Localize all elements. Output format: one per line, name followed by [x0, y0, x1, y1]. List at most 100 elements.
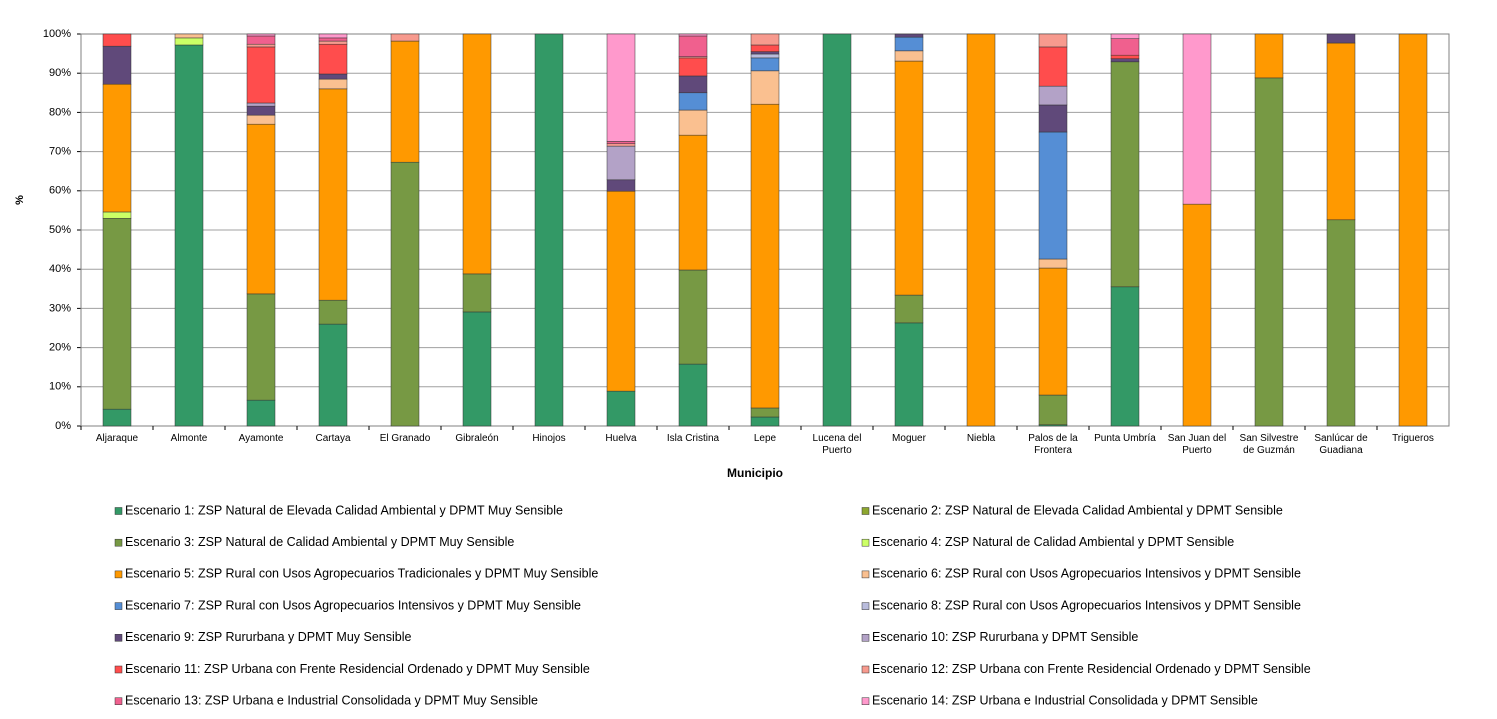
legend-label: Escenario 10: ZSP Rururbana y DPMT Sensi… — [872, 630, 1138, 644]
bar-segment — [318, 88, 348, 301]
bar-segment — [1110, 38, 1140, 56]
bar-segment — [966, 33, 996, 427]
bar-segment — [462, 273, 492, 313]
bar-segment — [750, 407, 780, 418]
bar-segment — [1038, 394, 1068, 426]
legend-swatch — [114, 507, 123, 515]
legend-swatch — [114, 634, 123, 642]
legend-swatch — [861, 697, 870, 705]
bar-segment — [750, 44, 780, 52]
bar-segment — [1110, 54, 1140, 59]
bar-segment — [1326, 42, 1356, 221]
bar-segment — [894, 322, 924, 427]
bar-segment — [894, 33, 924, 38]
y-tick-label: 60% — [49, 185, 71, 197]
legend-swatch — [861, 665, 870, 674]
legend-swatch — [861, 570, 870, 579]
bar-segment — [1110, 61, 1140, 288]
bar-segment — [894, 60, 924, 296]
bar-segment — [1110, 33, 1140, 39]
bar-segment — [1038, 46, 1068, 87]
bar-segment — [102, 45, 132, 85]
bar-segment — [318, 37, 348, 42]
y-tick-label: 80% — [49, 106, 71, 118]
bar-segment — [246, 35, 276, 45]
legend-label: Escenario 2: ZSP Natural de Elevada Cali… — [872, 503, 1283, 517]
x-tick-label: El Granado — [379, 433, 431, 444]
y-tick-label: 20% — [49, 342, 71, 354]
bar-segment — [894, 294, 924, 324]
bar-segment — [318, 78, 348, 90]
x-tick-label: San Juan del Puerto — [1167, 433, 1227, 456]
bar-segment — [606, 141, 636, 145]
bar-segment — [246, 105, 276, 116]
x-tick-label: Almonte — [170, 433, 208, 444]
x-tick-label: Ayamonte — [238, 433, 284, 444]
y-tick-label: 40% — [49, 263, 71, 275]
bar-segment — [1254, 33, 1284, 79]
bar-segment — [678, 134, 708, 271]
bar-segment — [606, 33, 636, 142]
bar-segment — [462, 311, 492, 427]
bar-segment — [1038, 258, 1068, 269]
bar-segment — [678, 75, 708, 94]
bar-segment — [678, 35, 708, 57]
bar-segment — [174, 37, 204, 46]
legend-swatch — [114, 570, 123, 579]
bar-segment — [390, 33, 420, 42]
bar-segment — [318, 73, 348, 80]
y-tick-label: 90% — [49, 67, 71, 79]
x-tick-label: Huelva — [605, 433, 637, 444]
bar-segment — [1182, 203, 1212, 427]
x-tick-label: Cartaya — [315, 433, 351, 444]
bar-segment — [678, 33, 708, 37]
bar-segment — [246, 293, 276, 401]
x-tick-label: Punta Umbría — [1094, 433, 1156, 444]
bar-segment — [894, 50, 924, 62]
y-tick-label: 30% — [49, 302, 71, 314]
bar-segment — [318, 299, 348, 325]
legend-label: Escenario 3: ZSP Natural de Calidad Ambi… — [125, 535, 514, 549]
bar-segment — [1110, 58, 1140, 63]
y-tick-label: 0% — [55, 420, 71, 432]
bar-segment — [1038, 267, 1068, 396]
legend-swatch — [861, 602, 870, 610]
bar-segment — [1254, 77, 1284, 427]
legend-label: Escenario 4: ZSP Natural de Calidad Ambi… — [872, 535, 1234, 549]
x-tick-label: Palos de la Frontera — [1028, 433, 1078, 456]
bar-segment — [102, 33, 132, 47]
y-tick-label: 50% — [49, 224, 71, 236]
bar-segment — [102, 83, 132, 213]
x-tick-label: Aljaraque — [95, 433, 139, 444]
bar-segment — [246, 123, 276, 295]
bar-segment — [174, 44, 204, 427]
bar-segment — [390, 40, 420, 163]
bar-segment — [246, 114, 276, 125]
legend-label: Escenario 14: ZSP Urbana e Industrial Co… — [872, 693, 1258, 707]
x-tick-label: Hinojos — [532, 433, 566, 444]
bar-segment — [678, 109, 708, 136]
x-tick-label: San Silvestre de Guzmán — [1239, 433, 1299, 456]
x-tick-label: Gibraleón — [455, 433, 499, 444]
bar-segment — [750, 33, 780, 46]
bar-segment — [246, 102, 276, 107]
bar-segment — [678, 269, 708, 365]
bar-segment — [246, 33, 276, 37]
bar-segment — [894, 36, 924, 52]
legend-swatch — [114, 602, 123, 610]
legend-label: Escenario 9: ZSP Rururbana y DPMT Muy Se… — [125, 630, 412, 644]
bar-segment — [606, 143, 636, 147]
bar-segment — [102, 211, 132, 219]
bar-segment — [750, 70, 780, 105]
bar-segment — [318, 40, 348, 45]
x-tick-label: Niebla — [966, 433, 996, 444]
bar-segment — [102, 217, 132, 410]
bar-segment — [246, 399, 276, 427]
bar-segment — [750, 53, 780, 59]
y-axis-label: % — [14, 195, 26, 205]
x-tick-label: Lucena del Puerto — [812, 433, 862, 456]
bar-segment — [318, 323, 348, 427]
legend-label: Escenario 8: ZSP Rural con Usos Agropecu… — [872, 598, 1301, 612]
bar-segment — [606, 179, 636, 192]
